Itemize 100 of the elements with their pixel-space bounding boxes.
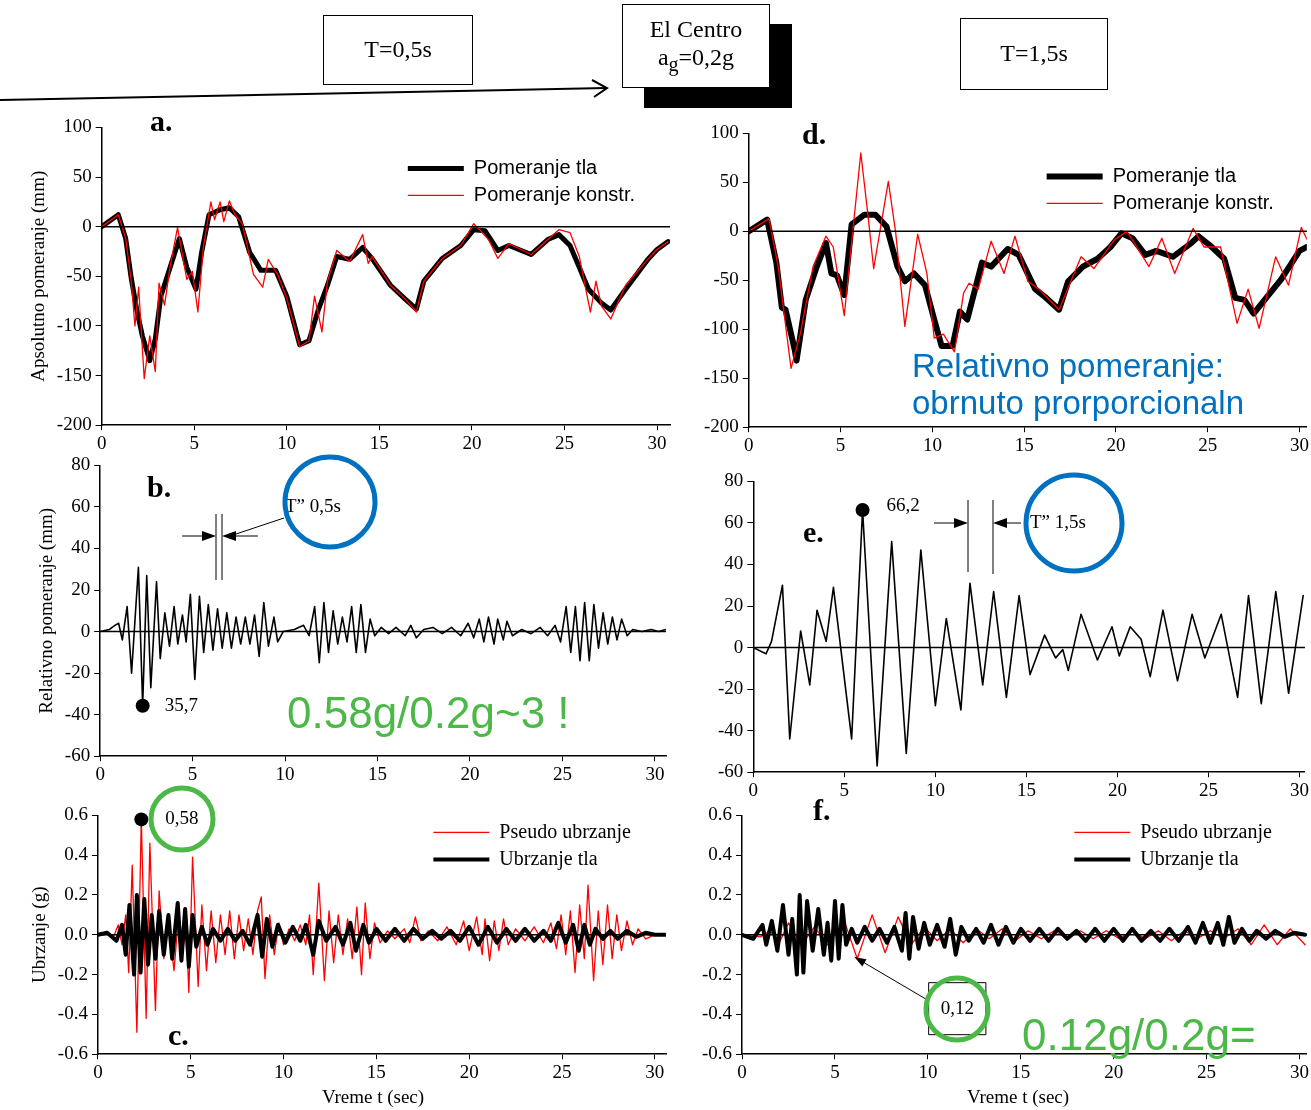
annotation: b. (147, 470, 172, 503)
y-tick-label: -0.4 (57, 1002, 89, 1024)
x-tick-label: 25 (554, 431, 574, 453)
x-tick-label: 5 (189, 431, 199, 453)
legend-label: Pomeranje konstr. (473, 182, 636, 205)
x-tick-label: 5 (185, 1060, 196, 1082)
x-tick-label: 5 (187, 762, 198, 784)
y-tick-label: -100 (56, 313, 92, 335)
y-tick-label: -150 (704, 366, 739, 388)
x-tick-label: 30 (645, 762, 665, 784)
x-tick-label: 15 (1011, 1060, 1031, 1082)
y-tick-label: -200 (56, 413, 92, 435)
y-tick-label: 80 (71, 453, 91, 475)
annotation: T” 1,5s (1030, 511, 1086, 532)
x-tick-label: 30 (1290, 778, 1309, 800)
y-tick-label: 40 (724, 552, 744, 574)
y-tick-label: -0.2 (57, 962, 88, 984)
y-tick-label: -50 (66, 264, 92, 286)
legend-label: Pomeranje konstr. (1112, 190, 1274, 213)
y-tick-label: 0.4 (708, 843, 733, 865)
y-tick-label: 0.4 (64, 843, 89, 865)
x-tick-label: 20 (459, 1060, 479, 1082)
y-tick-label: -0.4 (702, 1002, 733, 1024)
y-tick-label: -60 (718, 760, 744, 782)
y-tick-label: -50 (713, 268, 739, 290)
x-tick-label: 5 (835, 433, 846, 455)
x-tick-label: 20 (460, 762, 480, 784)
x-tick-label: 30 (1290, 1060, 1309, 1082)
annotation: 35,7 (164, 693, 198, 715)
legend-label: Ubrzanje tla (1140, 846, 1239, 870)
y-tick-label: 0.6 (64, 803, 88, 825)
y-tick-label: 20 (724, 594, 744, 616)
y-tick-label: 100 (63, 115, 92, 137)
x-axis-title: Vreme t (sec) (321, 1086, 425, 1107)
annotation: a. (150, 104, 173, 137)
x-tick-label: 10 (925, 778, 945, 800)
x-tick-label: 10 (277, 431, 297, 453)
y-tick-label: 50 (72, 165, 92, 187)
y-tick-label: -150 (56, 363, 92, 385)
x-tick-label: 10 (918, 1060, 938, 1082)
legend-label: Pomeranje tla (473, 155, 599, 178)
y-tick-label: 0 (729, 219, 739, 241)
y-tick-label: 0.2 (708, 882, 733, 904)
annotation: e. (803, 515, 824, 548)
annotation: c. (168, 1018, 189, 1051)
y-axis-title: Relativno pomeranje (mm) (35, 507, 58, 714)
x-tick-label: 20 (1107, 778, 1127, 800)
x-tick-label: 0 (748, 778, 759, 800)
x-tick-label: 0 (96, 431, 107, 453)
x-tick-label: 20 (1104, 1060, 1124, 1082)
y-tick-label: 40 (71, 536, 91, 558)
x-tick-label: 10 (922, 433, 942, 455)
y-tick-label: 0 (80, 619, 91, 641)
y-tick-label: -200 (704, 415, 739, 437)
y-tick-label: -100 (704, 317, 739, 339)
text: T=0,5s (364, 36, 432, 64)
y-tick-label: 0.0 (64, 922, 88, 944)
x-tick-label: 30 (647, 431, 667, 453)
annotation: 66,2 (886, 494, 920, 516)
x-tick-label: 15 (368, 762, 388, 784)
text: El Centro a$_{g}$=0,2g (648, 16, 744, 76)
x-tick-label: 5 (839, 778, 850, 800)
y-tick-label: -20 (64, 661, 91, 683)
x-tick-label: 25 (552, 1060, 572, 1082)
annotation: 0,12 (940, 996, 974, 1018)
y-tick-label: -0.6 (702, 1042, 733, 1064)
annotation: 0.58g/0.2g~3 ! (287, 688, 570, 737)
y-tick-label: 60 (724, 510, 744, 532)
annotation: d. (802, 117, 827, 150)
x-tick-label: 15 (1014, 433, 1034, 455)
y-axis-title: Apsolutno pomeranje (mm) (27, 170, 50, 382)
y-tick-label: 80 (724, 469, 744, 491)
y-tick-label: -0.2 (702, 962, 733, 984)
y-tick-label: 100 (710, 121, 739, 143)
x-tick-label: 15 (369, 431, 389, 453)
y-tick-label: -60 (64, 744, 91, 766)
annotation: obrnuto prorporcionaln (912, 384, 1245, 421)
y-tick-label: -40 (64, 702, 91, 724)
annotation: f. (813, 793, 831, 826)
x-tick-label: 10 (274, 1060, 294, 1082)
legend-label: Pseudo ubrzanje (1140, 819, 1273, 843)
x-tick-label: 25 (1198, 433, 1218, 455)
y-tick-label: -0.6 (57, 1042, 88, 1064)
x-tick-label: 30 (1290, 433, 1309, 455)
x-tick-label: 20 (1106, 433, 1126, 455)
legend-label: Pseudo ubrzanje (499, 819, 632, 843)
legend-label: Pomeranje tla (1112, 163, 1237, 186)
x-tick-label: 5 (830, 1060, 840, 1082)
x-tick-label: 20 (462, 431, 482, 453)
y-tick-label: 0.6 (708, 803, 733, 825)
y-tick-label: -40 (718, 718, 744, 740)
x-tick-label: 30 (645, 1060, 665, 1082)
annotation: 0.12g/0.2g= (1022, 1010, 1256, 1059)
x-axis-title: Vreme t (sec) (966, 1086, 1070, 1107)
x-tick-label: 25 (1198, 778, 1218, 800)
x-tick-label: 15 (366, 1060, 386, 1082)
x-tick-label: 25 (552, 762, 572, 784)
y-tick-label: 0.2 (64, 882, 88, 904)
x-tick-label: 15 (1016, 778, 1036, 800)
y-tick-label: 50 (719, 170, 739, 192)
